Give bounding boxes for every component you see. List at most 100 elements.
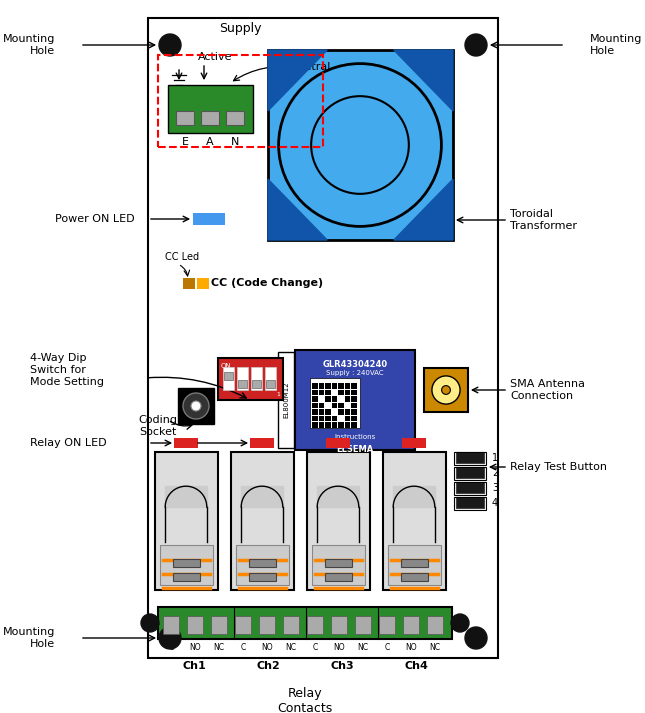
- Polygon shape: [393, 486, 435, 507]
- Text: Power ON LED: Power ON LED: [55, 214, 135, 224]
- Bar: [332, 403, 337, 408]
- Text: Relay Test Button: Relay Test Button: [510, 462, 607, 472]
- Bar: [250, 438, 274, 448]
- Text: 1: 1: [276, 392, 280, 397]
- Bar: [319, 409, 324, 414]
- Bar: [312, 545, 365, 585]
- Text: Ch1: Ch1: [182, 661, 206, 671]
- Bar: [325, 389, 330, 395]
- Bar: [325, 416, 330, 421]
- Bar: [456, 482, 484, 493]
- Polygon shape: [241, 486, 283, 507]
- Text: GLR43304240: GLR43304240: [322, 360, 388, 369]
- Text: Ch3: Ch3: [330, 661, 354, 671]
- Bar: [155, 452, 218, 590]
- Text: E: E: [181, 137, 188, 147]
- Bar: [338, 389, 344, 395]
- Text: NO: NO: [333, 643, 345, 652]
- Bar: [312, 383, 317, 389]
- Bar: [332, 416, 337, 421]
- Bar: [456, 497, 484, 508]
- Text: 1: 1: [492, 453, 498, 463]
- Bar: [351, 409, 357, 414]
- Bar: [355, 616, 371, 634]
- Bar: [268, 50, 453, 240]
- Bar: [319, 389, 324, 395]
- Circle shape: [159, 34, 181, 56]
- Bar: [187, 616, 203, 634]
- Bar: [427, 616, 443, 634]
- Bar: [252, 380, 261, 388]
- Bar: [283, 616, 299, 634]
- Bar: [211, 616, 227, 634]
- Bar: [148, 18, 498, 658]
- Bar: [312, 409, 317, 414]
- Text: NC: NC: [357, 643, 368, 652]
- Text: Mounting
Hole: Mounting Hole: [590, 34, 642, 56]
- Bar: [402, 438, 426, 448]
- Text: 4-Way Dip
Switch for
Mode Setting: 4-Way Dip Switch for Mode Setting: [30, 354, 104, 386]
- Polygon shape: [268, 179, 327, 240]
- Bar: [344, 383, 350, 389]
- Text: Instructions: Instructions: [334, 434, 375, 440]
- Text: Active: Active: [198, 52, 232, 62]
- Bar: [351, 403, 357, 408]
- Text: Relay ON LED: Relay ON LED: [30, 438, 106, 448]
- Bar: [319, 416, 324, 421]
- Bar: [344, 422, 350, 428]
- Polygon shape: [394, 50, 453, 111]
- Circle shape: [432, 376, 460, 404]
- Bar: [176, 111, 194, 125]
- Circle shape: [442, 386, 450, 394]
- Bar: [325, 573, 352, 581]
- Bar: [236, 545, 289, 585]
- Bar: [325, 383, 330, 389]
- Bar: [338, 403, 344, 408]
- Bar: [312, 389, 317, 395]
- Bar: [174, 438, 198, 448]
- Bar: [307, 616, 323, 634]
- Bar: [344, 389, 350, 395]
- Bar: [201, 111, 219, 125]
- Circle shape: [183, 393, 209, 419]
- Circle shape: [159, 627, 181, 649]
- Bar: [319, 383, 324, 389]
- Text: SMA Antenna
Connection: SMA Antenna Connection: [510, 379, 585, 401]
- Bar: [183, 278, 195, 289]
- Bar: [332, 396, 337, 401]
- Bar: [163, 616, 179, 634]
- Bar: [312, 416, 317, 421]
- Bar: [319, 403, 324, 408]
- Bar: [295, 350, 415, 450]
- Text: Mounting
Hole: Mounting Hole: [3, 34, 55, 56]
- Circle shape: [141, 614, 159, 632]
- Text: NO: NO: [405, 643, 417, 652]
- Bar: [351, 422, 357, 428]
- Bar: [383, 452, 446, 590]
- Bar: [197, 278, 209, 289]
- Bar: [168, 85, 253, 133]
- Text: C: C: [384, 643, 390, 652]
- Bar: [351, 396, 357, 401]
- Bar: [249, 573, 276, 581]
- Bar: [331, 616, 347, 634]
- Text: ELSEMA: ELSEMA: [337, 445, 373, 454]
- Bar: [454, 467, 486, 480]
- Bar: [401, 559, 428, 567]
- Bar: [325, 409, 330, 414]
- Bar: [158, 607, 452, 639]
- Bar: [312, 396, 317, 401]
- Circle shape: [191, 401, 201, 411]
- Bar: [344, 396, 350, 401]
- Text: C: C: [168, 643, 174, 652]
- Polygon shape: [165, 486, 207, 507]
- Bar: [454, 452, 486, 465]
- Bar: [173, 573, 200, 581]
- Bar: [338, 409, 344, 414]
- Text: 4: 4: [492, 498, 498, 508]
- Bar: [259, 616, 275, 634]
- Bar: [310, 378, 360, 428]
- Text: NC: NC: [430, 643, 441, 652]
- Text: EL800M12: EL800M12: [283, 381, 289, 419]
- Text: CC Led: CC Led: [165, 252, 199, 262]
